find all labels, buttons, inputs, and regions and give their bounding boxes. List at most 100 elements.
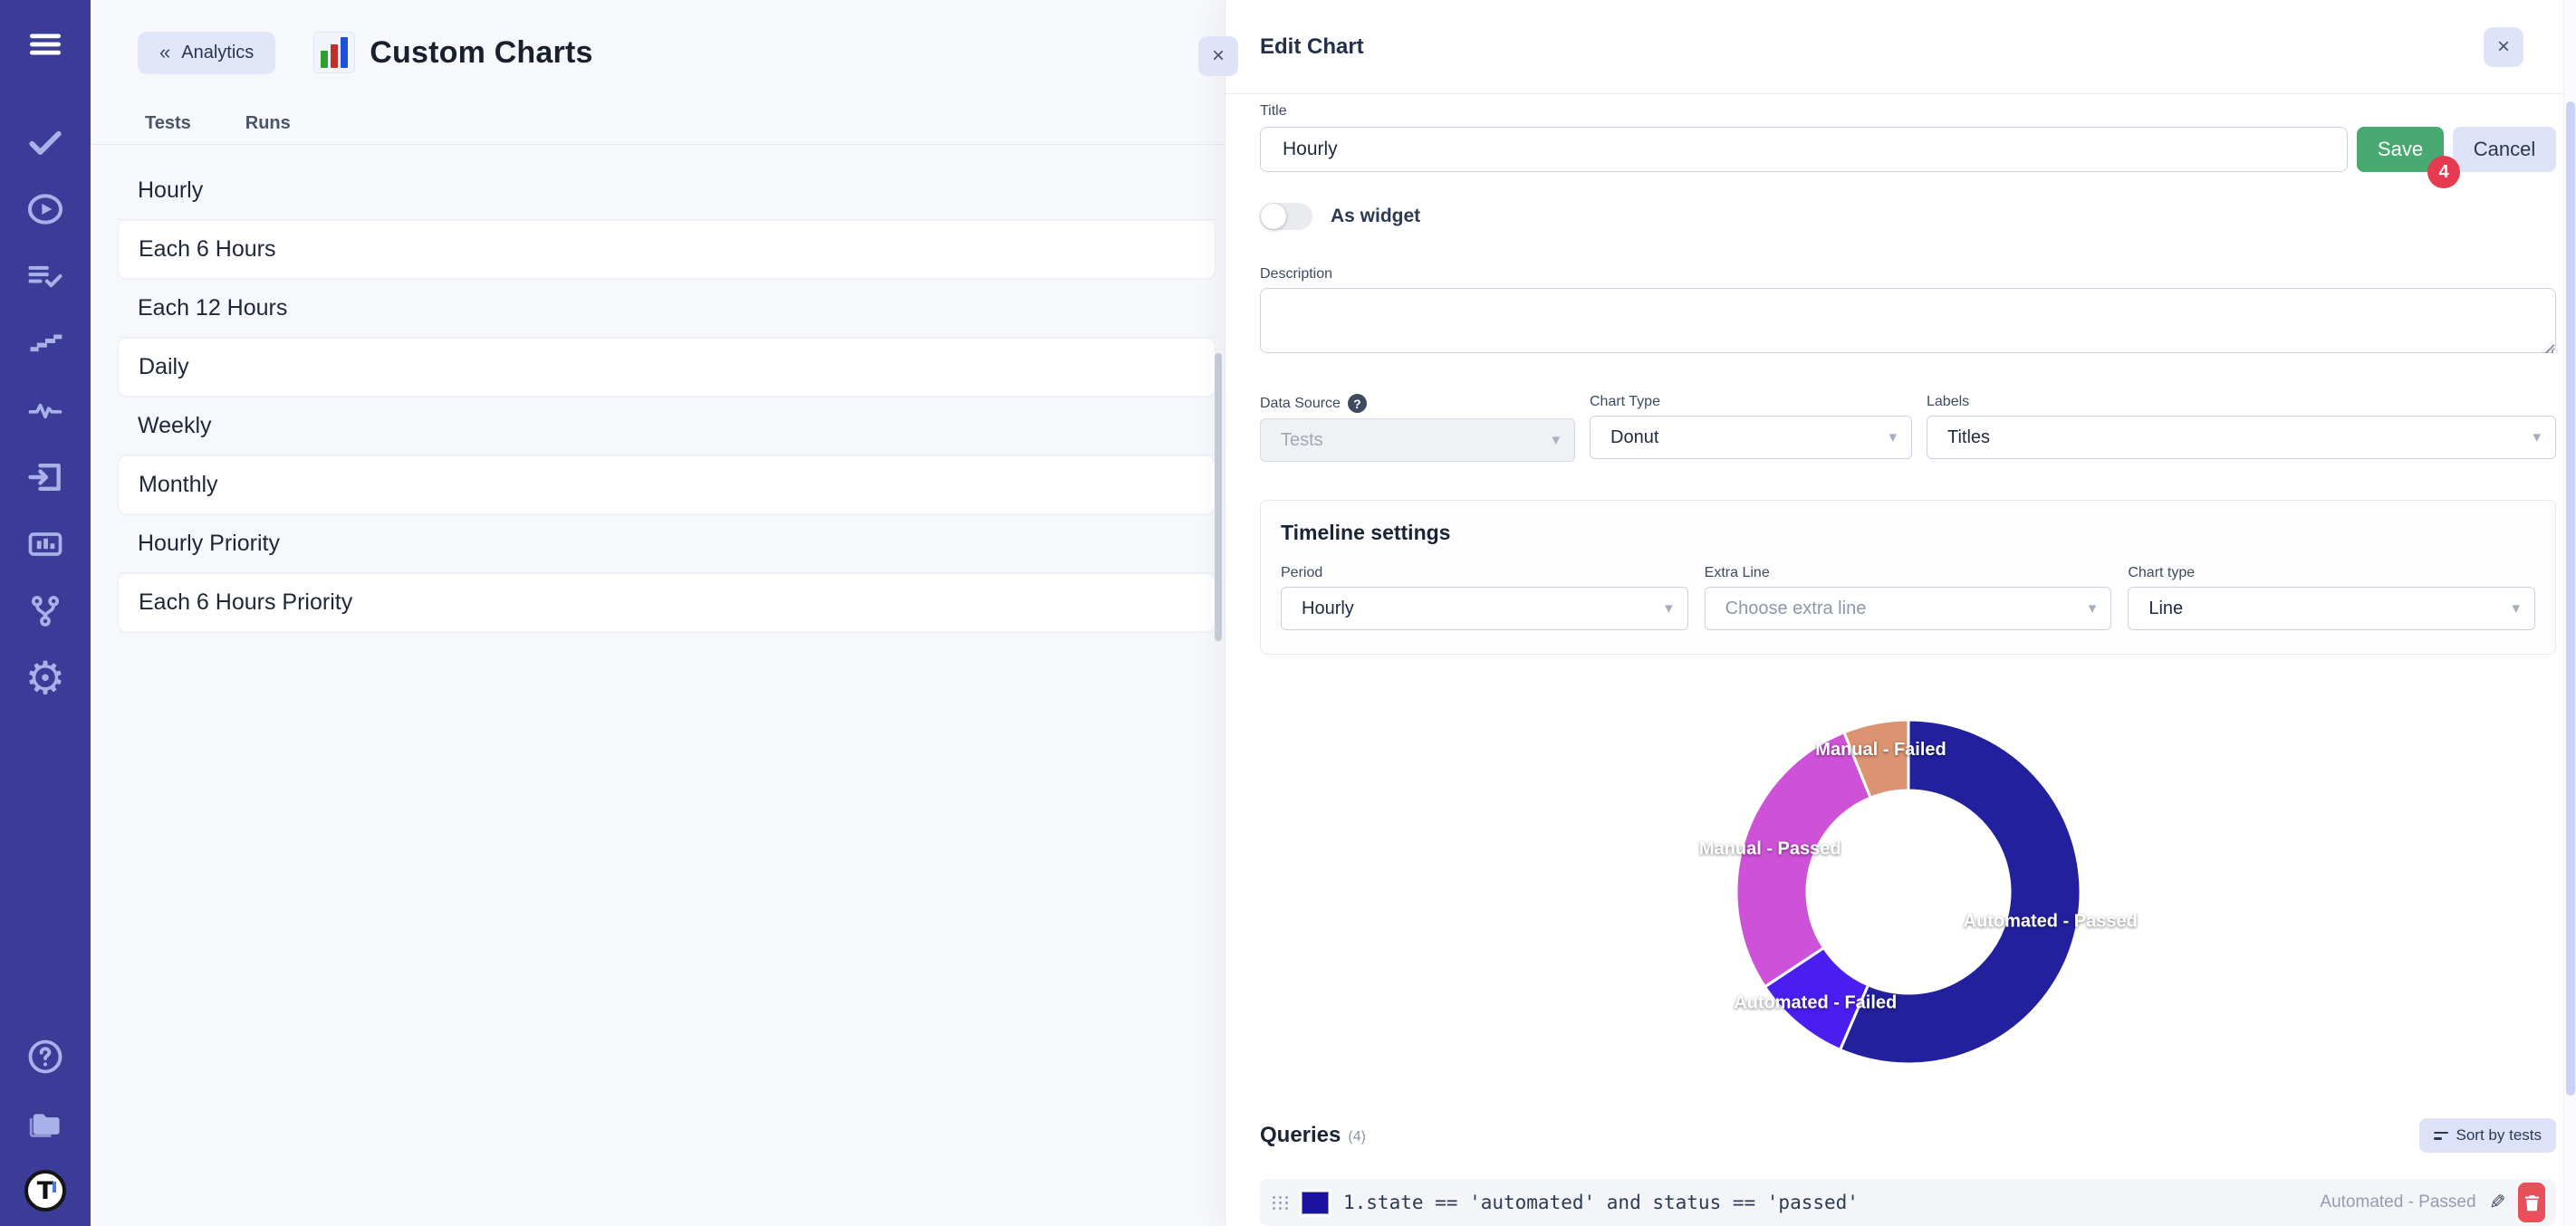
stairs-icon[interactable] (24, 322, 66, 364)
donut-slice[interactable] (1735, 731, 1872, 989)
drawer-scrollbar-thumb[interactable] (2566, 101, 2575, 1096)
timeline-chart-type-select[interactable]: Line ▾ (2128, 587, 2536, 630)
page-title: Custom Charts (370, 34, 593, 70)
queries-count-badge: 4 (2427, 156, 2460, 188)
checkmark-icon[interactable] (24, 121, 66, 163)
app-logo[interactable]: T (24, 1170, 66, 1212)
as-widget-row: As widget (1260, 203, 2556, 230)
list-check-icon[interactable] (24, 255, 66, 297)
sort-by-tests-button[interactable]: Sort by tests (2418, 1118, 2556, 1153)
drawer-body: Title Save 4 Cancel As widget Descriptio… (1226, 94, 2576, 1226)
list-item[interactable]: Daily (118, 338, 1216, 397)
query-rows: 1.state == 'automated' and status == 'pa… (1260, 1179, 2556, 1226)
chevron-down-icon: ▾ (2088, 599, 2097, 617)
logo-accent (53, 1182, 56, 1192)
query-color-swatch[interactable] (1302, 1191, 1329, 1214)
donut-slice[interactable] (1841, 718, 1909, 800)
sort-icon (2433, 1131, 2448, 1140)
edit-chart-drawer: × Edit Chart × Title Save 4 Cancel As wi… (1198, 0, 2576, 1226)
chart-type-label: Chart Type (1590, 394, 1660, 409)
main-header: « Analytics Custom Charts (91, 0, 1225, 78)
list-item[interactable]: Monthly (118, 455, 1216, 514)
drawer-title: Edit Chart (1260, 34, 1364, 59)
donut-slice-label: Automated - Passed (1963, 911, 2137, 931)
chart-list: Hourly Each 6 Hours Each 12 Hours Daily … (118, 161, 1216, 632)
bar-chart-emoji-icon (313, 32, 356, 73)
tab-bar: Tests Runs (91, 103, 1225, 145)
title-row: Save 4 Cancel (1260, 127, 2556, 188)
tab-runs[interactable]: Runs (245, 113, 291, 133)
title-input[interactable] (1260, 127, 2348, 172)
donut-slice-label: Automated - Failed (1734, 993, 1897, 1013)
sidebar: ⚙ T (0, 0, 91, 1226)
pulse-icon[interactable] (24, 389, 66, 431)
drag-handle-icon[interactable] (1273, 1195, 1289, 1210)
delete-query-button[interactable] (2518, 1183, 2545, 1222)
chevron-down-icon: ▾ (1552, 431, 1560, 448)
queries-count: (4) (1348, 1129, 1366, 1145)
labels-label: Labels (1927, 394, 1970, 409)
query-tag: Automated - Passed (2320, 1192, 2476, 1212)
hamburger-menu-icon[interactable] (24, 24, 66, 65)
drawer-header: Edit Chart × (1226, 0, 2576, 94)
drawer-scrollbar (2563, 0, 2576, 1226)
play-circle-icon[interactable] (24, 188, 66, 230)
close-icon: × (1211, 43, 1225, 68)
chevron-down-icon: ▾ (1889, 428, 1897, 445)
list-scrollbar-thumb[interactable] (1215, 353, 1222, 641)
description-label: Description (1260, 266, 1333, 282)
double-chevron-left-icon: « (159, 41, 171, 63)
sign-in-icon[interactable] (24, 456, 66, 498)
cancel-button[interactable]: Cancel (2453, 127, 2556, 172)
as-widget-label: As widget (1331, 206, 1421, 226)
chevron-down-icon: ▾ (1665, 599, 1673, 617)
logo-letter: T (36, 1176, 54, 1205)
timeline-chart-type-label: Chart type (2128, 565, 2196, 580)
folder-icon[interactable] (24, 1103, 66, 1145)
chevron-down-icon: ▾ (2512, 599, 2521, 617)
extra-line-select[interactable]: Choose extra line ▾ (1704, 587, 2112, 630)
period-select[interactable]: Hourly ▾ (1281, 587, 1688, 630)
close-panel-button[interactable]: × (1198, 36, 1238, 76)
bar-chart-icon[interactable] (24, 523, 66, 565)
git-branch-icon[interactable] (24, 590, 66, 632)
donut-chart[interactable]: Automated - Passed Automated - Failed Manu… (1260, 684, 2556, 1100)
edit-pencil-icon[interactable]: ✎ (2488, 1191, 2505, 1213)
description-block: Description (1260, 266, 2556, 358)
donut-slice-label: Manual - Failed (1815, 740, 1946, 760)
close-drawer-button[interactable]: × (2484, 27, 2523, 67)
queries-heading: Queries (1260, 1123, 1341, 1147)
back-to-analytics-button[interactable]: « Analytics (138, 31, 276, 74)
chart-type-select[interactable]: Donut ▾ (1590, 416, 1912, 459)
gear-icon[interactable]: ⚙ (24, 652, 66, 704)
donut-slice[interactable] (1838, 718, 2081, 1066)
custom-charts-panel: « Analytics Custom Charts Tests Runs Hou… (91, 0, 1225, 1226)
data-source-select: Tests ▾ (1260, 418, 1575, 462)
list-item[interactable]: Each 6 Hours Priority (118, 573, 1216, 632)
chevron-down-icon: ▾ (2533, 428, 2541, 445)
as-widget-toggle[interactable] (1260, 203, 1312, 230)
save-button[interactable]: Save (2357, 127, 2444, 172)
title-label: Title (1260, 103, 1287, 119)
toggle-knob (1261, 204, 1286, 229)
list-item[interactable]: Each 6 Hours (118, 220, 1216, 279)
back-label: Analytics (181, 42, 255, 62)
labels-select[interactable]: Titles ▾ (1927, 416, 2556, 459)
donut-slice-label: Manual - Passed (1698, 838, 1841, 858)
period-label: Period (1281, 565, 1323, 580)
tab-tests[interactable]: Tests (145, 113, 191, 133)
list-item[interactable]: Weekly (118, 397, 1216, 455)
description-textarea[interactable] (1260, 288, 2556, 353)
query-text: 1.state == 'automated' and status == 'pa… (1343, 1192, 1859, 1213)
list-item[interactable]: Each 12 Hours (118, 279, 1216, 338)
list-item[interactable]: Hourly Priority (118, 514, 1216, 573)
trash-icon (2524, 1194, 2539, 1211)
help-icon[interactable]: ? (1347, 394, 1367, 413)
list-item[interactable]: Hourly (118, 161, 1216, 220)
queries-header: Queries (4) Sort by tests (1260, 1118, 2556, 1153)
timeline-settings-box: Timeline settings Period Hourly ▾ Extra L… (1260, 500, 2556, 655)
data-source-label: Data Source ? (1260, 394, 1575, 413)
chart-config-row: Data Source ? Tests ▾ Chart Type Donut ▾ L… (1260, 394, 2556, 462)
help-circle-icon[interactable] (24, 1036, 66, 1078)
